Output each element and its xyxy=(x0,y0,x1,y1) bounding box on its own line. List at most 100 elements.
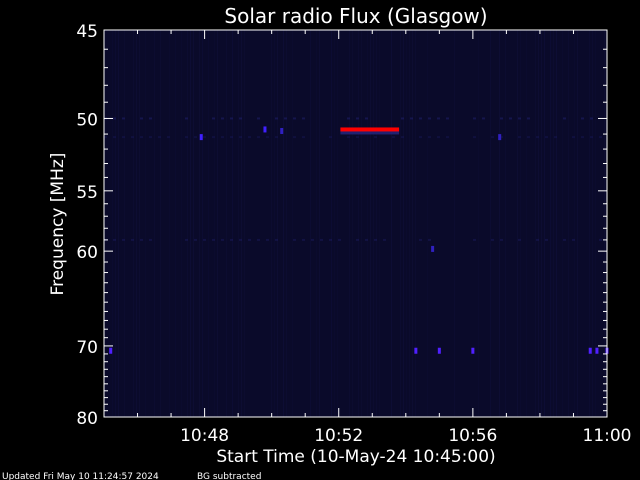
noise-mark xyxy=(185,117,188,120)
spectrogram-column xyxy=(349,30,350,417)
noise-mark xyxy=(122,117,125,120)
noise-mark xyxy=(590,117,593,120)
spectrogram-column xyxy=(118,30,119,417)
noise-mark xyxy=(572,136,575,139)
y-tick-label: 50 xyxy=(76,110,98,130)
noise-mark xyxy=(527,136,530,139)
noise-mark xyxy=(239,238,242,241)
noise-mark xyxy=(302,117,305,120)
noise-mark xyxy=(230,117,233,120)
emission-point xyxy=(437,347,441,354)
noise-mark xyxy=(275,136,278,139)
spectrogram-column xyxy=(574,30,575,417)
emission-point xyxy=(109,347,113,354)
y-tick-label: 45 xyxy=(76,22,98,42)
noise-mark xyxy=(572,238,575,241)
spectrogram-column xyxy=(169,30,170,417)
spectrogram-column xyxy=(406,30,407,417)
noise-mark xyxy=(221,117,224,120)
radio-burst xyxy=(340,127,400,132)
noise-mark xyxy=(446,136,449,139)
emission-point xyxy=(588,347,592,354)
noise-mark xyxy=(482,117,485,120)
emission-point xyxy=(280,127,284,134)
spectrogram-column xyxy=(139,30,140,417)
spectrogram-column xyxy=(160,30,161,417)
noise-mark xyxy=(428,136,431,139)
noise-mark xyxy=(518,117,521,120)
y-tick-label: 60 xyxy=(76,243,98,263)
noise-mark xyxy=(212,238,215,241)
noise-mark xyxy=(491,238,494,241)
spectrogram-column xyxy=(367,30,368,417)
spectrogram-column xyxy=(550,30,551,417)
noise-mark xyxy=(203,136,206,139)
noise-mark xyxy=(518,136,521,139)
noise-mark xyxy=(383,238,386,241)
spectrogram-column xyxy=(361,30,362,417)
spectrogram-column xyxy=(136,30,137,417)
plot-frame xyxy=(103,29,608,418)
spectrogram-column xyxy=(379,30,380,417)
spectrogram-column xyxy=(373,30,374,417)
noise-mark xyxy=(419,238,422,241)
spectrogram-column xyxy=(334,30,335,417)
spectrogram-column xyxy=(526,30,527,417)
spectrogram-column xyxy=(358,30,359,417)
spectrogram-column xyxy=(208,30,209,417)
noise-mark xyxy=(356,117,359,120)
noise-mark xyxy=(149,117,152,120)
x-tick-label: 10:56 xyxy=(448,426,497,446)
spectrogram-column xyxy=(112,30,113,417)
spectrogram-column xyxy=(604,30,605,417)
spectrogram-column xyxy=(217,30,218,417)
emission-point xyxy=(431,245,435,252)
spectrogram-column xyxy=(175,30,176,417)
noise-mark xyxy=(545,136,548,139)
y-tick-label: 55 xyxy=(76,183,98,203)
emission-point xyxy=(595,347,599,354)
noise-mark xyxy=(140,136,143,139)
spectrogram-column xyxy=(535,30,536,417)
spectrogram-column xyxy=(595,30,596,417)
noise-mark xyxy=(518,238,521,241)
noise-mark xyxy=(167,136,170,139)
noise-mark xyxy=(329,136,332,139)
noise-mark xyxy=(527,117,530,120)
spectrogram-column xyxy=(319,30,320,417)
spectrogram-background xyxy=(104,30,607,417)
spectrogram-column xyxy=(310,30,311,417)
spectrogram-column xyxy=(376,30,377,417)
noise-mark xyxy=(122,238,125,241)
x-tick-label: 10:48 xyxy=(180,426,229,446)
noise-mark xyxy=(194,136,197,139)
noise-mark xyxy=(140,238,143,241)
noise-mark xyxy=(419,117,422,120)
spectrogram-column xyxy=(187,30,188,417)
noise-mark xyxy=(131,238,134,241)
noise-mark xyxy=(257,238,260,241)
noise-mark xyxy=(437,117,440,120)
x-tick-label: 10:52 xyxy=(314,426,363,446)
noise-mark xyxy=(131,136,134,139)
bg-subtracted-note: BG subtracted xyxy=(197,472,261,480)
noise-mark xyxy=(149,238,152,241)
noise-mark xyxy=(401,136,404,139)
noise-mark xyxy=(500,238,503,241)
noise-mark xyxy=(581,136,584,139)
noise-mark xyxy=(239,136,242,139)
noise-mark xyxy=(356,136,359,139)
spectrogram-column xyxy=(277,30,278,417)
spectrogram-column xyxy=(238,30,239,417)
spectrogram-column xyxy=(370,30,371,417)
spectrogram-column xyxy=(391,30,392,417)
noise-mark xyxy=(185,238,188,241)
noise-mark xyxy=(113,136,116,139)
noise-mark xyxy=(293,238,296,241)
spectrogram-column xyxy=(490,30,491,417)
noise-mark xyxy=(221,136,224,139)
spectrogram-column xyxy=(274,30,275,417)
noise-mark xyxy=(140,117,143,120)
noise-mark xyxy=(212,117,215,120)
noise-mark xyxy=(581,117,584,120)
